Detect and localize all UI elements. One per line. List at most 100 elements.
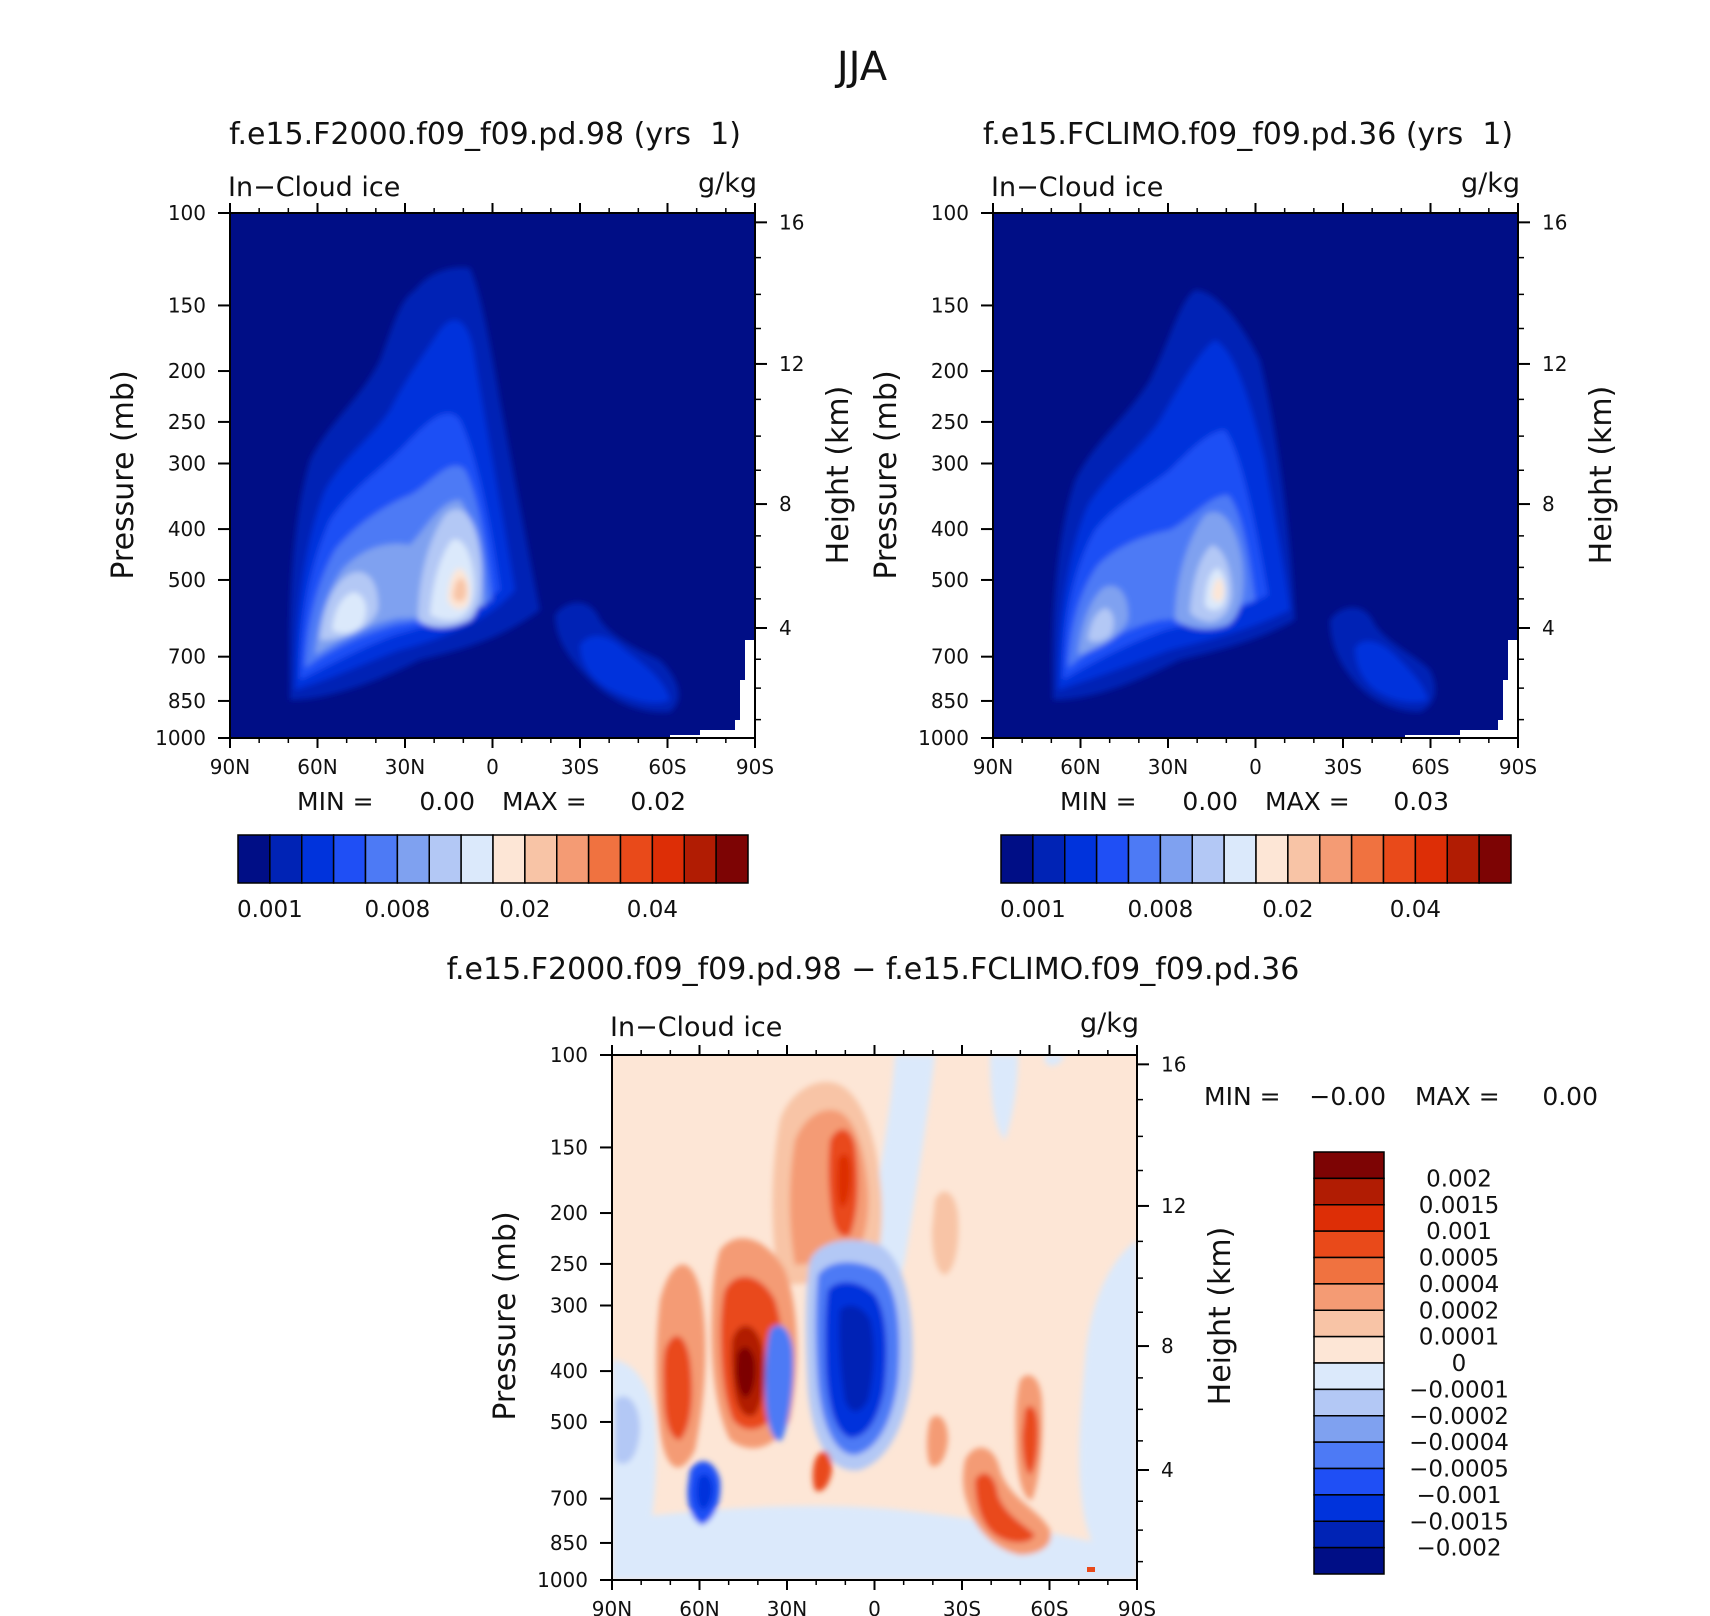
panel-c-colorbar-box [1313, 1177, 1385, 1206]
panel-b-contour-field [993, 213, 1518, 738]
panel-a-colorbar-box [492, 834, 526, 884]
panel-c-colorbar-box [1313, 1520, 1385, 1549]
panel-c-x-tick-label: 90N [592, 1597, 632, 1616]
panel-c-colorbar-label: 0.0002 [1419, 1298, 1499, 1324]
panel-c-colorbar-label: 0.001 [1426, 1219, 1492, 1245]
panel-c-y-tick-label: 150 [550, 1135, 588, 1159]
panel-a-colorbar-box [332, 834, 367, 884]
panel-c-max-value: 0.00 [1542, 1082, 1598, 1111]
panel-c-colorbar-label: −0.0015 [1409, 1509, 1509, 1535]
panel-c: f.e15.F2000.f09_f09.pd.98 − f.e15.FCLIMO… [447, 952, 1598, 1616]
panel-a-colorbar-label: 0.02 [499, 897, 550, 923]
panel-b-colorbar-box [1255, 834, 1289, 884]
panel-c-colorbar-label: 0 [1452, 1351, 1467, 1377]
panel-a-colorbar-label: 0.008 [364, 897, 430, 923]
figure-title: JJA [834, 44, 888, 90]
panel-b-y2-tick-label: 4 [1542, 616, 1555, 640]
panel-b-y-tick-label: 1000 [918, 726, 969, 750]
panel-a-colorbar: 0.001 0.008 0.02 0.04 [237, 834, 749, 923]
panel-b-y-tick-label: 200 [931, 359, 969, 383]
panel-c-colorbar-label: −0.001 [1416, 1483, 1501, 1509]
panel-a-colorbar-box [237, 834, 271, 884]
panel-c-title: f.e15.F2000.f09_f09.pd.98 − f.e15.FCLIMO… [447, 952, 1300, 987]
panel-a-right-label: g/kg [698, 168, 757, 199]
panel-b-y-tick-label: 500 [931, 568, 969, 592]
panel-a-colorbar-box [301, 834, 335, 884]
panel-b-y-tick-label: 700 [931, 645, 969, 669]
panel-c-colorbar-box [1313, 1546, 1385, 1575]
panel-a-colorbar-box [715, 834, 749, 884]
panel-b-title: f.e15.FCLIMO.f09_f09.pd.36 (yrs 1) [983, 117, 1513, 152]
panel-c-y-tick-label: 200 [550, 1201, 588, 1225]
panel-a-x-tick-label: 30N [385, 755, 425, 779]
panel-b-y-tick-label: 400 [931, 517, 969, 541]
panel-a-y2label: Height (km) [821, 386, 856, 565]
panel-c-min-label: MIN = [1204, 1082, 1281, 1111]
panel-a-colorbar-box [587, 834, 622, 884]
panel-c-y2-tick-label: 8 [1161, 1334, 1174, 1358]
panel-a-colorbar-box [524, 834, 558, 884]
panel-b-colorbar-box [1095, 834, 1130, 884]
panel-a-x-tick-label: 60S [648, 755, 686, 779]
panel-a-colorbar-box [651, 834, 685, 884]
panel-c-y2label: Height (km) [1203, 1227, 1238, 1406]
panel-a-y2-tick-label: 8 [779, 492, 792, 516]
panel-a-colorbar-box [364, 834, 399, 884]
panel-c-colorbar-label: 0.002 [1426, 1166, 1492, 1192]
panel-c-left-label: In−Cloud ice [610, 1012, 782, 1043]
panel-c-x-tick-label: 30N [767, 1597, 807, 1616]
panel-c-colorbar-box [1313, 1309, 1385, 1338]
panel-b-colorbar-label: 0.02 [1262, 897, 1313, 923]
panel-a-contour-field [230, 213, 755, 738]
panel-c-right-label: g/kg [1080, 1008, 1139, 1039]
panel-a-x-tick-label: 90S [736, 755, 774, 779]
panel-a-colorbar-label: 0.001 [237, 897, 303, 923]
panel-c-x-tick-label: 0 [868, 1597, 881, 1616]
panel-c-colorbar-box [1313, 1388, 1385, 1417]
panel-b-x-tick-label: 90S [1499, 755, 1537, 779]
panel-b-colorbar-label: 0.04 [1390, 897, 1441, 923]
panel-c-ylabel: Pressure (mb) [488, 1211, 523, 1420]
panel-b-colorbar-box [1350, 834, 1385, 884]
panel-c-colorbar-box [1313, 1441, 1385, 1470]
panel-a-x-tick-label: 60N [297, 755, 337, 779]
panel-c-colorbar-box [1313, 1204, 1385, 1232]
panel-c-colorbar-box [1313, 1467, 1385, 1496]
panel-a-y-tick-label: 850 [168, 689, 206, 713]
panel-a-min-value: 0.00 [419, 787, 475, 816]
panel-c-axes: 90N 60N 30N 0 30S 60S 90S 100 150 200 250 300 400 500… [537, 1043, 1186, 1616]
panel-a-colorbar-box [683, 834, 717, 884]
panel-b-x-tick-label: 60S [1411, 755, 1449, 779]
panel-c-y2-tick-label: 4 [1161, 1458, 1174, 1482]
panel-a-y-tick-label: 400 [168, 517, 206, 541]
panel-b-colorbar-label: 0.008 [1127, 897, 1193, 923]
panel-a-colorbar-label: 0.04 [627, 897, 678, 923]
panel-b-y-tick-label: 850 [931, 689, 969, 713]
panel-c-colorbar-box [1313, 1494, 1385, 1522]
panel-b: f.e15.FCLIMO.f09_f09.pd.36 (yrs 1) In−Cl… [869, 117, 1619, 923]
panel-b-y2-tick-label: 16 [1542, 210, 1567, 234]
panel-a-left-label: In−Cloud ice [228, 172, 400, 203]
panel-b-right-label: g/kg [1461, 168, 1520, 199]
panel-c-y-tick-label: 850 [550, 1531, 588, 1555]
panel-a-x-tick-label: 0 [486, 755, 499, 779]
panel-b-y-tick-label: 150 [931, 293, 969, 317]
panel-c-y2-tick-label: 16 [1161, 1052, 1186, 1076]
panel-a-min-label: MIN = [297, 787, 374, 816]
panel-c-colorbar-box [1313, 1151, 1385, 1180]
panel-b-y-tick-label: 250 [931, 410, 969, 434]
panel-c-y-tick-label: 500 [550, 1410, 588, 1434]
panel-c-y-tick-label: 100 [550, 1043, 588, 1067]
panel-a-y2-tick-label: 16 [779, 210, 804, 234]
panel-c-colorbar-label: −0.0004 [1409, 1430, 1509, 1456]
panel-c-colorbar-box [1313, 1335, 1385, 1364]
panel-c-min-value: −0.00 [1309, 1082, 1386, 1111]
panel-b-x-tick-label: 60N [1060, 755, 1100, 779]
panel-b-colorbar-box [1127, 834, 1162, 884]
panel-b-colorbar-box [1032, 834, 1066, 884]
panel-a-y-tick-label: 500 [168, 568, 206, 592]
panel-a-y-tick-label: 100 [168, 201, 206, 225]
panel-c-colorbar-label: −0.002 [1416, 1536, 1501, 1562]
panel-b-min-label: MIN = [1060, 787, 1137, 816]
